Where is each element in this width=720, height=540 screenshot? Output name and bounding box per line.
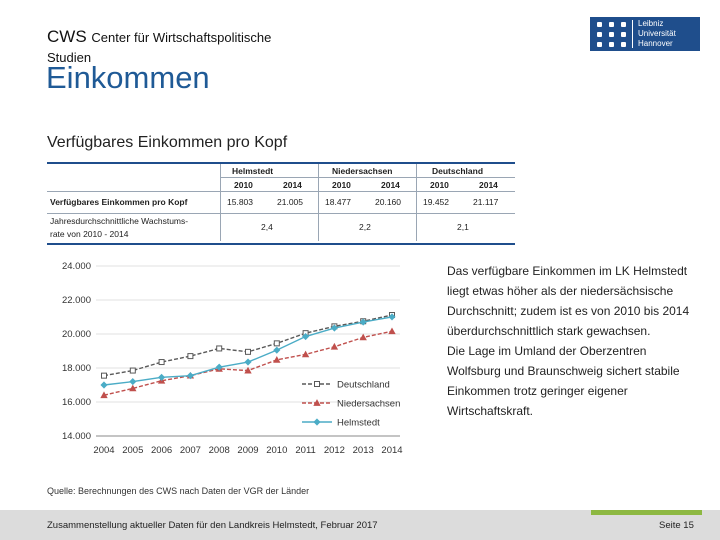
data-point-deutschland bbox=[129, 367, 136, 374]
data-point-deutschland bbox=[101, 372, 107, 379]
x-tick-label: 2010 bbox=[266, 445, 287, 456]
cws-acronym: CWS bbox=[47, 27, 87, 46]
x-tick-label: 2005 bbox=[122, 445, 143, 456]
table-cell: 2,1 bbox=[457, 222, 469, 232]
description-text: Das verfügbare Einkommen im LK Helmstedt… bbox=[447, 261, 709, 421]
table-cell: 19.452 bbox=[423, 197, 449, 207]
legend-marker bbox=[314, 381, 320, 387]
table-group-header: Helmstedt bbox=[232, 166, 274, 176]
data-point-deutschland bbox=[187, 353, 194, 360]
data-point-deutschland bbox=[245, 348, 251, 355]
page-subtitle: Verfügbares Einkommen pro Kopf bbox=[47, 134, 288, 151]
income-line-chart: 14.000 16.000 18.000 20.000 22.000 24.000 2004… bbox=[62, 261, 403, 456]
description-line: Durchschnitt; zudem ist es von 2010 bis … bbox=[447, 304, 690, 318]
table-year-header: 2010 bbox=[430, 180, 449, 190]
table-year-header: 2014 bbox=[381, 180, 400, 190]
y-tick-label: 14.000 bbox=[62, 431, 91, 442]
legend-label: Deutschland bbox=[337, 380, 390, 391]
data-point-deutschland bbox=[158, 359, 165, 366]
description-line: Einkommen trotz geringer eigener bbox=[447, 384, 628, 398]
table-cell: 15.803 bbox=[227, 197, 253, 207]
income-table: Helmstedt Niedersachsen Deutschland 2010… bbox=[47, 162, 515, 245]
data-point-niedersachsen bbox=[330, 342, 339, 350]
data-point-helmstedt bbox=[388, 313, 396, 321]
table-group-header: Deutschland bbox=[432, 166, 484, 176]
table-year-header: 2010 bbox=[332, 180, 351, 190]
org-name: Center für Wirtschaftspolitische bbox=[91, 30, 272, 45]
table-year-header: 2014 bbox=[479, 180, 498, 190]
table-year-header: 2010 bbox=[234, 180, 253, 190]
data-point-helmstedt bbox=[244, 358, 252, 366]
legend-label: Niedersachsen bbox=[337, 399, 400, 410]
header-org: CWS Center für Wirtschaftspolitische bbox=[47, 27, 271, 47]
data-point-niedersachsen bbox=[388, 327, 396, 335]
description-line: Das verfügbare Einkommen im LK Helmstedt bbox=[447, 264, 688, 278]
table-row-label: rate von 2010 - 2014 bbox=[50, 229, 129, 239]
series-line-deutschland bbox=[103, 314, 393, 377]
table-cell: 18.477 bbox=[325, 197, 351, 207]
y-tick-label: 18.000 bbox=[62, 363, 91, 374]
legend-marker bbox=[313, 418, 321, 426]
table-cell: 2,2 bbox=[359, 222, 371, 232]
table-cell: 20.160 bbox=[375, 197, 401, 207]
page-title: Einkommen bbox=[46, 60, 210, 95]
data-point-deutschland bbox=[216, 345, 223, 352]
x-tick-label: 2013 bbox=[353, 445, 374, 456]
table-cell: 21.005 bbox=[277, 197, 303, 207]
data-point-helmstedt bbox=[302, 332, 310, 341]
x-tick-label: 2006 bbox=[151, 445, 172, 456]
logo-symbol-icon bbox=[590, 17, 632, 51]
data-point-niedersachsen bbox=[129, 384, 137, 392]
data-point-niedersachsen bbox=[273, 356, 281, 363]
footer-text: Zusammenstellung aktueller Daten für den… bbox=[47, 520, 378, 531]
table-group-header: Niedersachsen bbox=[332, 166, 393, 176]
x-tick-label: 2011 bbox=[295, 445, 315, 456]
table-cell: 21.117 bbox=[473, 197, 499, 207]
logo-line-3: Hannover bbox=[638, 39, 673, 48]
logo-text: Leibniz Universität Hannover bbox=[633, 17, 676, 51]
table-row-label: Verfügbares Einkommen pro Kopf bbox=[50, 197, 188, 207]
legend-label: Helmstedt bbox=[337, 418, 380, 429]
x-tick-label: 2009 bbox=[237, 445, 258, 456]
description-line: Wirtschaftskraft. bbox=[447, 404, 534, 418]
x-tick-label: 2008 bbox=[209, 445, 230, 456]
footer-accent bbox=[591, 510, 702, 515]
data-point-niedersachsen bbox=[301, 350, 310, 358]
data-point-helmstedt bbox=[129, 378, 137, 386]
source-note: Quelle: Berechnungen des CWS nach Daten … bbox=[47, 486, 310, 496]
y-tick-label: 24.000 bbox=[62, 261, 91, 272]
data-point-helmstedt bbox=[100, 381, 108, 389]
x-tick-label: 2012 bbox=[324, 445, 345, 456]
y-tick-label: 20.000 bbox=[62, 329, 91, 340]
footer-bar bbox=[0, 510, 720, 540]
logo-line-1: Leibniz bbox=[638, 19, 664, 28]
university-logo: Leibniz Universität Hannover bbox=[590, 17, 700, 51]
data-point-helmstedt bbox=[215, 363, 223, 371]
x-tick-label: 2007 bbox=[180, 445, 201, 456]
data-point-niedersachsen bbox=[359, 333, 367, 341]
page-number: Seite 15 bbox=[659, 520, 694, 531]
y-tick-label: 16.000 bbox=[62, 397, 91, 408]
description-line: Die Lage im Umland der Oberzentren bbox=[447, 344, 647, 358]
x-tick-label: 2004 bbox=[93, 445, 114, 456]
data-point-helmstedt bbox=[158, 373, 166, 381]
table-row-label: Jahresdurchschnittliche Wachstums- bbox=[50, 216, 189, 226]
legend-marker bbox=[313, 399, 321, 406]
data-point-helmstedt bbox=[330, 324, 338, 332]
description-line: liegt etwas höher als der niedersächsisc… bbox=[447, 284, 674, 298]
data-point-niedersachsen bbox=[244, 366, 252, 374]
data-point-helmstedt bbox=[273, 346, 281, 354]
x-tick-label: 2014 bbox=[381, 445, 402, 456]
table-cell: 2,4 bbox=[261, 222, 273, 232]
description-line: überdurchschnittlich stark gewachsen. bbox=[447, 324, 651, 338]
logo-line-2: Universität bbox=[638, 29, 676, 38]
data-point-helmstedt bbox=[359, 318, 367, 326]
data-point-helmstedt bbox=[186, 372, 194, 380]
data-point-niedersachsen bbox=[100, 391, 108, 399]
table-year-header: 2014 bbox=[283, 180, 302, 190]
y-tick-label: 22.000 bbox=[62, 295, 91, 306]
data-point-deutschland bbox=[273, 340, 280, 347]
description-line: Wolfsburg und Braunschweig sichert stabi… bbox=[447, 364, 680, 378]
org-name-continued: Studien bbox=[47, 50, 92, 65]
